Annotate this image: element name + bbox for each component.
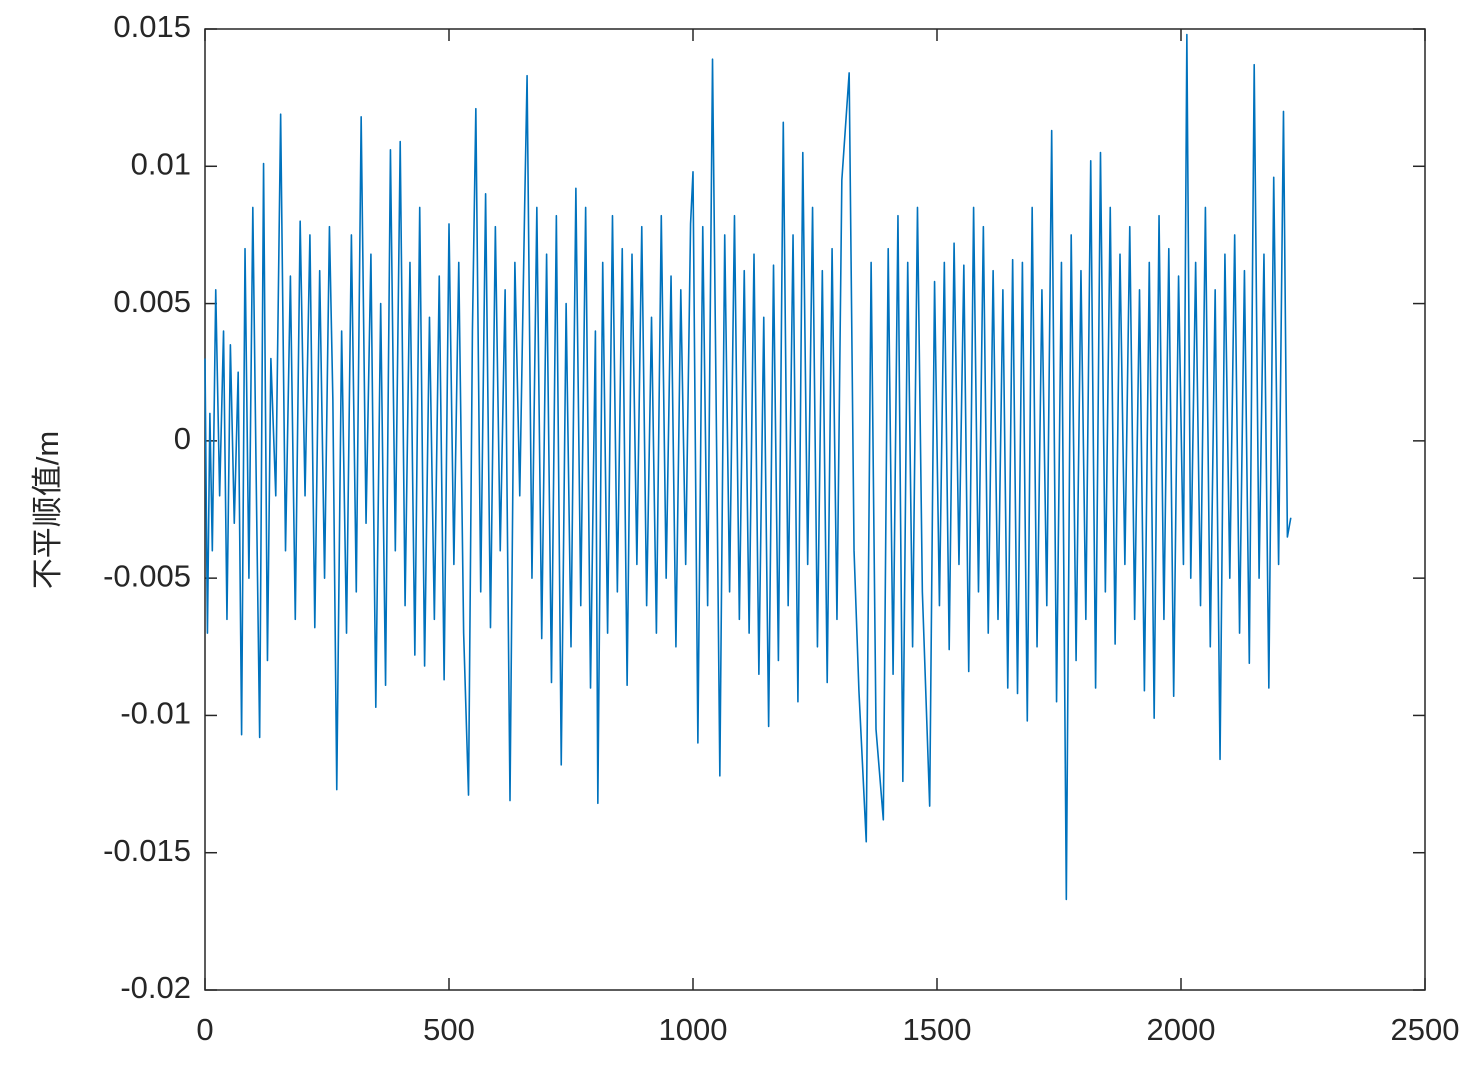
y-tick-label: 0.005 [113,284,191,319]
x-tick-label: 1500 [903,1012,972,1047]
y-tick-label: 0.015 [113,9,191,44]
y-tick-label: -0.015 [103,833,191,868]
x-tick-label: 1000 [659,1012,728,1047]
y-tick-label: 0 [174,421,191,456]
y-tick-label: -0.02 [120,970,191,1005]
y-tick-label: -0.005 [103,558,191,593]
x-tick-label: 500 [423,1012,475,1047]
x-tick-label: 2000 [1147,1012,1216,1047]
data-line [204,33,1292,901]
x-tick-label: 0 [196,1012,213,1047]
y-tick-label: -0.01 [120,696,191,731]
y-axis-label: 不平顺值/m [30,431,65,589]
y-tick-label: 0.01 [131,146,191,181]
x-tick-label: 2500 [1391,1012,1460,1047]
plot-frame [204,28,1426,991]
